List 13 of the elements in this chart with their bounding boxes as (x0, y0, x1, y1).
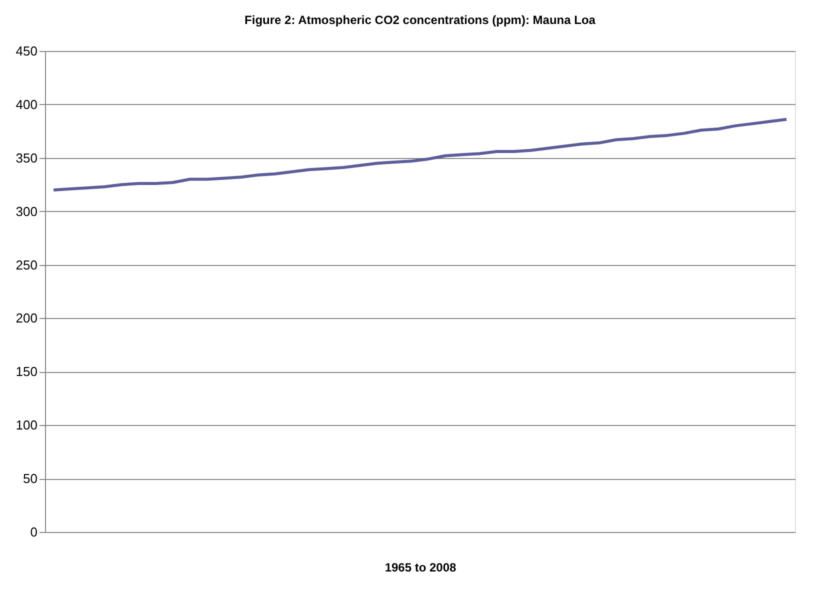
y-tick-label: 0 (30, 524, 38, 540)
y-tick-label: 350 (16, 150, 38, 166)
y-tick-label: 250 (16, 257, 38, 272)
y-tick-label: 450 (16, 44, 38, 58)
y-tick-label: 50 (23, 471, 38, 486)
line-series (52, 118, 788, 192)
y-tick-label: 400 (16, 96, 38, 112)
y-tick-label: 300 (16, 204, 38, 219)
x-axis-title: 1965 to 2008 (384, 560, 457, 574)
y-tick-label: 150 (16, 364, 38, 380)
y-tick-label: 100 (16, 418, 38, 433)
chart-title: Figure 2: Atmospheric CO2 concentrations (ppm): Mauna Loa (244, 13, 596, 27)
y-tick-label: 200 (16, 310, 38, 326)
